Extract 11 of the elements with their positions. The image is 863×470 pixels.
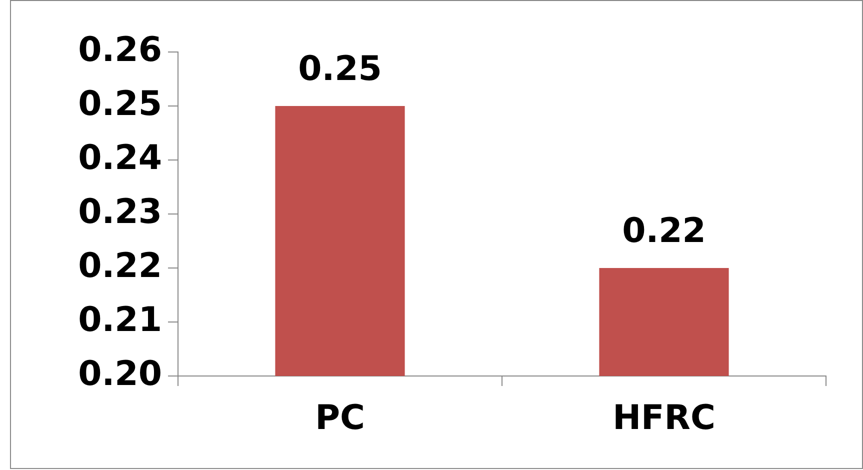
y-tick-label: 0.22 bbox=[78, 246, 162, 286]
data-label: 0.22 bbox=[622, 210, 706, 251]
y-tick-label: 0.25 bbox=[78, 84, 162, 124]
y-tick-label: 0.23 bbox=[78, 192, 162, 232]
y-tick-label: 0.21 bbox=[78, 300, 162, 340]
y-tick-label: 0.20 bbox=[78, 354, 162, 394]
y-tick-label: 0.24 bbox=[78, 138, 162, 178]
x-tick-label: PC bbox=[315, 398, 365, 438]
data-label: 0.25 bbox=[298, 48, 382, 89]
x-tick-label: HFRC bbox=[612, 398, 716, 438]
y-tick-label: 0.26 bbox=[78, 30, 162, 70]
